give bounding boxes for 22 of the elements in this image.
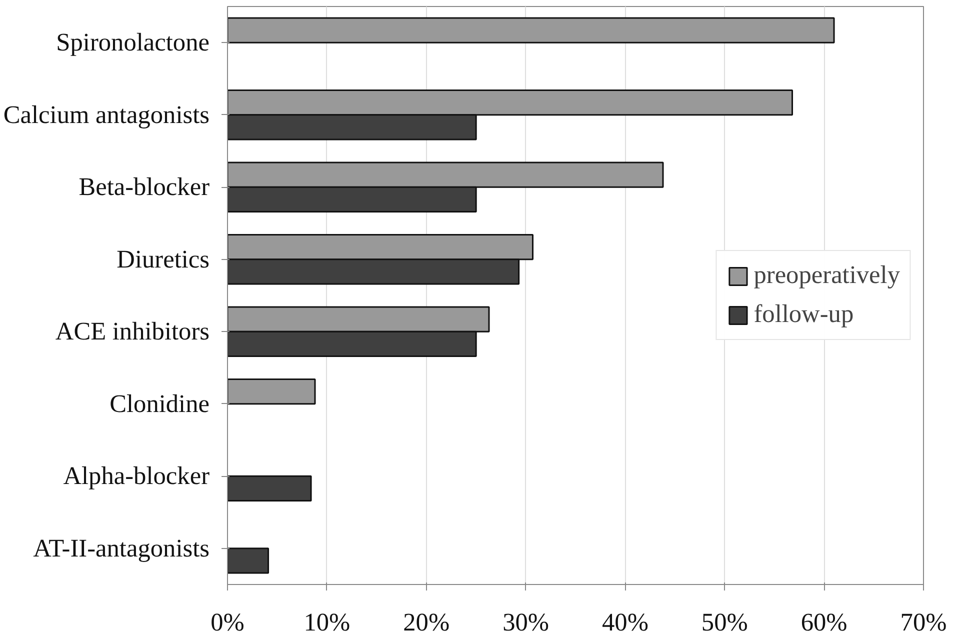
x-tick-label: 70%: [900, 608, 947, 636]
y-tick-label: Diuretics: [116, 245, 210, 274]
x-tick-label: 0%: [210, 608, 244, 636]
y-tick-label: Alpha-blocker: [63, 462, 210, 490]
x-tick-label: 20%: [403, 608, 450, 636]
x-tick-label: 30%: [502, 608, 550, 636]
bar: [228, 548, 270, 574]
y-tick-label: Beta-blocker: [78, 173, 210, 202]
y-tick-label: Calcium antagonists: [3, 100, 210, 129]
bar: [228, 475, 312, 502]
legend-label: preoperatively: [754, 261, 900, 290]
x-tick-label: 40%: [602, 608, 648, 636]
x-tick-label: 50%: [701, 608, 748, 636]
y-tick-label: ACE inhibitors: [55, 318, 210, 346]
y-tick-label: Spironolactone: [56, 28, 210, 57]
x-tick-label: 10%: [304, 608, 350, 636]
bar: [228, 378, 316, 405]
legend-label: follow-up: [754, 300, 854, 329]
bar: [228, 17, 835, 44]
x-tick-label: 60%: [800, 608, 848, 636]
y-tick-label: AT-II-antagonists: [33, 534, 210, 562]
y-tick-label: Clonidine: [110, 390, 210, 418]
